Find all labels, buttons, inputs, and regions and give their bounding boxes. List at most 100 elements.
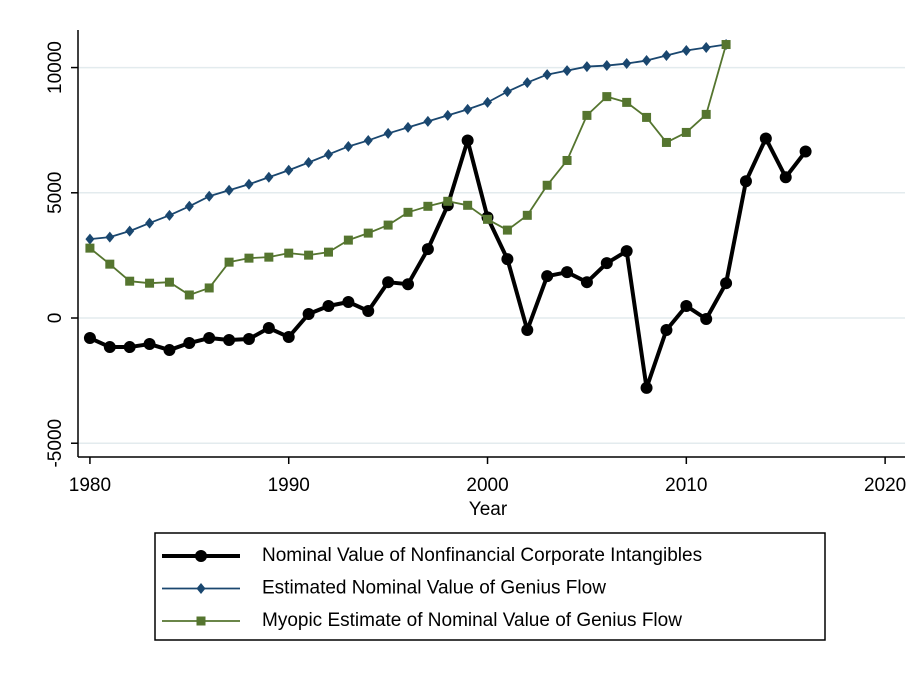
point	[541, 270, 554, 283]
point	[143, 338, 156, 351]
point	[580, 276, 593, 289]
point	[383, 127, 393, 139]
point	[443, 196, 453, 206]
point	[463, 200, 473, 210]
point	[502, 225, 512, 235]
y-tick-label: 5000	[45, 172, 66, 214]
point	[224, 257, 234, 267]
point	[383, 220, 393, 230]
point	[582, 110, 592, 120]
point	[382, 276, 395, 289]
point	[701, 42, 711, 54]
point	[739, 175, 752, 188]
y-tick-label: -5000	[45, 419, 66, 468]
point	[304, 250, 314, 260]
point	[661, 50, 671, 62]
point	[521, 324, 534, 337]
point	[642, 55, 652, 67]
point	[284, 248, 294, 258]
point	[183, 337, 196, 350]
legend-marker	[196, 616, 206, 626]
point	[622, 58, 632, 70]
point	[304, 156, 314, 168]
point	[362, 304, 375, 317]
point	[262, 322, 275, 335]
point	[302, 307, 315, 320]
x-tick-label: 1980	[69, 475, 111, 496]
point	[660, 324, 673, 337]
point	[163, 344, 176, 357]
point	[561, 266, 574, 279]
point	[483, 96, 493, 108]
point	[85, 243, 95, 253]
point	[403, 207, 413, 217]
point	[342, 295, 355, 308]
point	[423, 201, 433, 211]
point	[522, 210, 532, 220]
point	[363, 228, 373, 238]
point	[600, 257, 613, 270]
point	[720, 277, 733, 290]
x-tick-label: 1990	[268, 475, 310, 496]
point	[184, 200, 194, 212]
point	[203, 332, 216, 345]
point	[501, 253, 514, 266]
point	[661, 137, 671, 147]
point	[421, 243, 434, 256]
legend-label: Estimated Nominal Value of Genius Flow	[262, 578, 606, 599]
point	[145, 217, 155, 229]
point	[542, 69, 552, 81]
point	[264, 171, 274, 183]
point	[282, 331, 295, 344]
point	[562, 65, 572, 77]
point	[83, 332, 96, 345]
point	[522, 77, 532, 89]
point	[461, 134, 474, 147]
point	[323, 148, 333, 160]
point	[284, 164, 294, 176]
point	[85, 233, 95, 245]
point	[443, 109, 453, 121]
legend-box	[154, 532, 826, 641]
point	[184, 290, 194, 300]
point	[264, 252, 274, 262]
point	[721, 40, 731, 50]
point	[223, 334, 236, 347]
point	[402, 278, 415, 291]
point	[582, 61, 592, 73]
point	[244, 253, 254, 263]
legend-marker	[195, 550, 207, 562]
series-line	[89, 44, 727, 296]
point	[145, 278, 155, 288]
point	[602, 60, 612, 72]
point	[105, 231, 115, 243]
point	[759, 132, 772, 145]
point	[562, 155, 572, 165]
point	[542, 180, 552, 190]
point	[680, 299, 693, 312]
point	[343, 235, 353, 245]
point	[204, 283, 214, 293]
point	[602, 92, 612, 102]
point	[463, 103, 473, 115]
point	[620, 245, 633, 258]
legend-marker	[196, 583, 206, 594]
point	[125, 225, 135, 237]
point	[125, 276, 135, 286]
legend-label: Myopic Estimate of Nominal Value of Geni…	[262, 610, 682, 631]
point	[322, 299, 335, 312]
point	[224, 184, 234, 196]
point	[363, 134, 373, 146]
point	[779, 171, 792, 184]
point	[483, 214, 493, 224]
point	[700, 313, 713, 326]
x-axis-title: Year	[469, 499, 508, 520]
point	[164, 277, 174, 287]
point	[164, 209, 174, 221]
legend-label: Nominal Value of Nonfinancial Corporate …	[262, 545, 702, 566]
y-tick-label: 0	[45, 313, 66, 324]
series-line	[89, 136, 808, 390]
point	[423, 115, 433, 127]
point	[323, 247, 333, 257]
